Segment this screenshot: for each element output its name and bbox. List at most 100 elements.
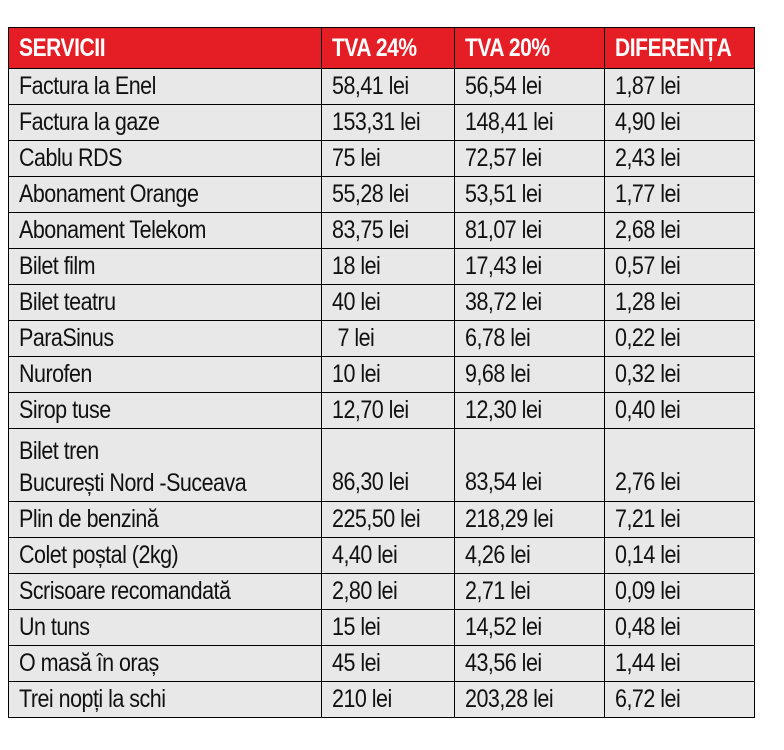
table-row: Un tuns 15 lei 14,52 lei 0,48 lei — [8, 609, 755, 646]
price-tva-20-value: 148,41 lei — [465, 108, 554, 136]
price-difference-cell: 0,40 lei — [604, 392, 755, 429]
price-tva-24-cell: 55,28 lei — [321, 176, 455, 213]
service-name-cell: Cablu RDS — [8, 140, 322, 177]
price-difference-value: 0,14 lei — [615, 541, 681, 569]
price-tva-20-value: 53,51 lei — [465, 180, 542, 208]
price-tva-24-value: 10 lei — [332, 360, 381, 388]
service-name: Nurofen — [19, 360, 92, 388]
price-tva-24-cell: 10 lei — [321, 356, 455, 393]
price-tva-20-cell: 12,30 lei — [454, 392, 605, 429]
price-difference-value: 1,44 lei — [615, 649, 681, 677]
service-name: Factura la gaze — [19, 108, 160, 136]
service-name-cell: Factura la gaze — [8, 104, 322, 141]
price-tva-24-value: 75 lei — [332, 144, 381, 172]
price-tva-24-cell: 86,30 lei — [321, 428, 455, 502]
table-row: Bilet film 18 lei 17,43 lei 0,57 lei — [8, 248, 755, 285]
price-tva-24-value: 40 lei — [332, 288, 381, 316]
service-name-cell: Abonament Orange — [8, 176, 322, 213]
table-row: Bilet tren București Nord -Suceava 86,30 l… — [8, 428, 755, 502]
price-tva-24-cell: 40 lei — [321, 284, 455, 321]
price-difference-cell: 0,32 lei — [604, 356, 755, 393]
price-difference-cell: 2,43 lei — [604, 140, 755, 177]
price-difference-cell: 2,68 lei — [604, 212, 755, 249]
price-tva-20-value: 56,54 lei — [465, 72, 542, 100]
service-name-cell: Colet poștal (2kg) — [8, 537, 322, 574]
table-row: Sirop tuse 12,70 lei 12,30 lei 0,40 lei — [8, 392, 755, 429]
price-tva-24-value: 4,40 lei — [332, 541, 398, 569]
service-name: Un tuns — [19, 613, 90, 641]
header-row: SERVICII TVA 24% TVA 20% DIFERENȚA — [8, 27, 755, 69]
price-difference-cell: 1,44 lei — [604, 645, 755, 682]
price-difference-value: 6,72 lei — [615, 685, 681, 713]
price-tva-24-value: 55,28 lei — [332, 180, 409, 208]
price-tva-20-cell: 9,68 lei — [454, 356, 605, 393]
table-row: Factura la gaze 153,31 lei 148,41 lei 4,90 … — [8, 104, 755, 141]
price-tva-20-cell: 56,54 lei — [454, 68, 605, 105]
price-difference-value: 2,76 lei — [615, 468, 681, 496]
service-name-cell: ParaSinus — [8, 320, 322, 357]
service-name: Sirop tuse — [19, 396, 111, 424]
header-servicii: SERVICII — [8, 27, 322, 69]
price-tva-20-cell: 72,57 lei — [454, 140, 605, 177]
price-tva-20-value: 72,57 lei — [465, 144, 542, 172]
price-tva-24-value: 12,70 lei — [332, 396, 409, 424]
service-name: Plin de benzină — [19, 505, 159, 533]
price-tva-24-cell: 4,40 lei — [321, 537, 455, 574]
price-tva-24-cell: 210 lei — [321, 681, 455, 718]
service-name-cell: Scrisoare recomandată — [8, 573, 322, 610]
price-tva-20-cell: 148,41 lei — [454, 104, 605, 141]
service-name-cell: Nurofen — [8, 356, 322, 393]
price-tva-24-cell: 18 lei — [321, 248, 455, 285]
price-tva-20-value: 4,26 lei — [465, 541, 531, 569]
service-name: Cablu RDS — [19, 144, 122, 172]
table-row: Abonament Telekom 83,75 lei 81,07 lei 2,68 … — [8, 212, 755, 249]
price-tva-24-value: 210 lei — [332, 685, 392, 713]
table-row: Cablu RDS 75 lei 72,57 lei 2,43 lei — [8, 140, 755, 177]
price-difference-cell: 1,28 lei — [604, 284, 755, 321]
price-tva-24-value: 18 lei — [332, 252, 381, 280]
price-difference-value: 4,90 lei — [615, 108, 681, 136]
price-difference-value: 0,48 lei — [615, 613, 681, 641]
price-tva-24-cell: 58,41 lei — [321, 68, 455, 105]
service-name-cell: Sirop tuse — [8, 392, 322, 429]
price-tva-24-value: 7 lei — [332, 324, 375, 352]
price-difference-value: 0,57 lei — [615, 252, 681, 280]
price-tva-24-cell: 45 lei — [321, 645, 455, 682]
header-tva-24: TVA 24% — [321, 27, 455, 69]
price-tva-24-cell: 75 lei — [321, 140, 455, 177]
header-tva-20: TVA 20% — [454, 27, 605, 69]
service-name: Bilet teatru — [19, 288, 116, 316]
price-difference-cell: 0,14 lei — [604, 537, 755, 574]
price-difference-cell: 2,76 lei — [604, 428, 755, 502]
service-name: Abonament Orange — [19, 180, 199, 208]
table-row: Bilet teatru 40 lei 38,72 lei 1,28 lei — [8, 284, 755, 321]
price-difference-value: 1,87 lei — [615, 72, 681, 100]
price-difference-value: 0,40 lei — [615, 396, 681, 424]
service-name-cell: Un tuns — [8, 609, 322, 646]
service-name-line-1: Bilet tren — [19, 437, 99, 465]
price-difference-cell: 0,48 lei — [604, 609, 755, 646]
price-tva-20-cell: 81,07 lei — [454, 212, 605, 249]
service-name-cell: O masă în oraș — [8, 645, 322, 682]
price-tva-20-cell: 14,52 lei — [454, 609, 605, 646]
price-tva-20-value: 218,29 lei — [465, 505, 554, 533]
service-name-cell: Bilet tren București Nord -Suceava — [8, 428, 322, 502]
price-tva-20-cell: 6,78 lei — [454, 320, 605, 357]
service-name: Bilet film — [19, 252, 96, 280]
service-name: Factura la Enel — [19, 72, 156, 100]
price-difference-cell: 6,72 lei — [604, 681, 755, 718]
price-tva-20-cell: 53,51 lei — [454, 176, 605, 213]
price-tva-24-value: 45 lei — [332, 649, 381, 677]
price-tva-20-value: 14,52 lei — [465, 613, 542, 641]
table-row: Factura la Enel 58,41 lei 56,54 lei 1,87 le… — [8, 68, 755, 105]
price-tva-20-cell: 43,56 lei — [454, 645, 605, 682]
price-tva-20-value: 81,07 lei — [465, 216, 542, 244]
vat-comparison-table: SERVICII TVA 24% TVA 20% DIFERENȚA Factu… — [8, 27, 755, 718]
price-difference-value: 1,28 lei — [615, 288, 681, 316]
price-tva-24-cell: 153,31 lei — [321, 104, 455, 141]
price-tva-24-cell: 7 lei — [321, 320, 455, 357]
price-tva-24-cell: 12,70 lei — [321, 392, 455, 429]
price-difference-value: 0,32 lei — [615, 360, 681, 388]
price-tva-20-cell: 17,43 lei — [454, 248, 605, 285]
service-name: O masă în oraș — [19, 649, 159, 677]
